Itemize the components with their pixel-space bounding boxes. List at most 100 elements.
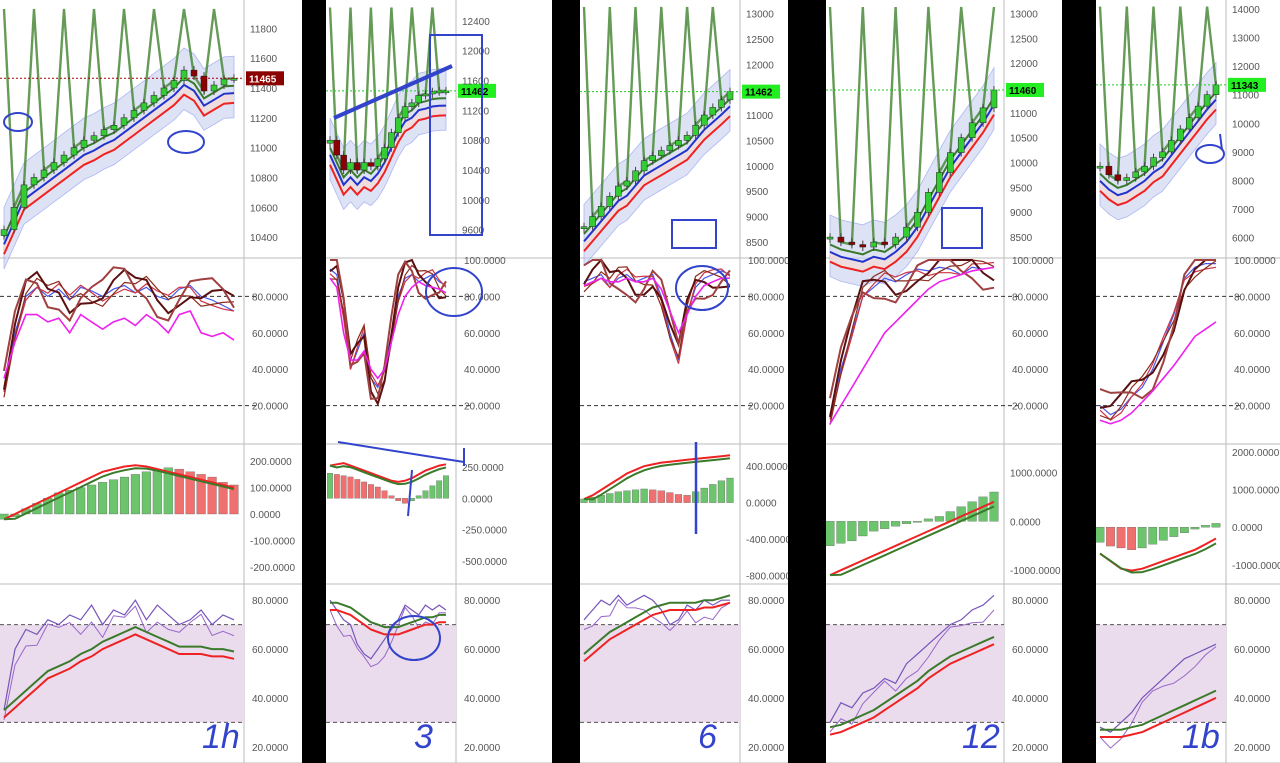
candle	[666, 145, 674, 151]
stoch-tick-label: 60.0000	[252, 329, 289, 340]
rsi-tick-label: 60.0000	[1234, 645, 1271, 656]
ema-line-green	[329, 97, 447, 180]
candle	[925, 192, 932, 213]
macd-histogram-bar	[1127, 527, 1137, 550]
candle	[360, 162, 368, 171]
macd-histogram-bar	[185, 471, 195, 515]
rsi-zone	[0, 624, 244, 723]
rsi-ma-red	[583, 601, 731, 663]
stoch-line	[3, 282, 235, 393]
macd-histogram-bar	[429, 485, 436, 499]
last-price-tag	[458, 83, 496, 98]
macd-histogram-bar	[614, 491, 622, 503]
ema-line-green	[829, 96, 995, 256]
macd-histogram-bar	[709, 484, 717, 503]
trend-zigzag	[328, 7, 447, 173]
stoch-slow-line	[829, 266, 995, 425]
trend-zigzag	[828, 6, 996, 246]
rsi-tick-label: 40.0000	[748, 694, 785, 705]
ema-line-blue	[329, 104, 447, 187]
macd-histogram-bar	[152, 468, 162, 515]
candle	[826, 236, 834, 240]
price-tick-label: 11400	[250, 84, 278, 95]
candle	[50, 162, 58, 171]
macd-histogram-bar	[196, 474, 206, 515]
macd-histogram-bar	[1106, 527, 1115, 547]
chart-panel-1h[interactable]: 11465 11800 11600 11400 11200 11000 10800 10600…	[0, 0, 302, 763]
macd-histogram-bar	[858, 521, 868, 537]
rsi-tick-label: 60.0000	[252, 645, 289, 656]
macd-tick-label: 250.0000	[462, 463, 504, 474]
candle	[1114, 174, 1122, 181]
stoch-line	[3, 268, 235, 390]
annotation-line	[337, 441, 465, 463]
candle	[415, 95, 422, 104]
price-tick-label: 11200	[250, 114, 278, 125]
price-tick-label: 11200	[462, 106, 490, 117]
price-tick-label: 12000	[462, 47, 490, 58]
price-tick-label: 10500	[746, 136, 774, 147]
timeframe-annotation: 1b	[1182, 718, 1220, 756]
macd-histogram-bar	[923, 518, 933, 522]
macd-histogram-bar	[1158, 527, 1168, 541]
macd-tick-label: -400.0000	[746, 535, 788, 546]
macd-histogram-bar	[76, 487, 86, 515]
candle	[1105, 165, 1113, 176]
candle	[892, 236, 899, 245]
candle	[1096, 165, 1104, 169]
stoch-tick-label: 100.0000	[748, 256, 788, 267]
candle	[903, 226, 910, 238]
rsi-ma-red	[1100, 696, 1217, 738]
macd-histogram-bar	[229, 484, 239, 515]
candle	[979, 107, 987, 124]
price-tick-label: 12000	[1232, 62, 1260, 73]
price-tick-label: 12500	[1010, 34, 1038, 45]
candle	[881, 241, 888, 245]
rsi-tick-label: 60.0000	[748, 645, 785, 656]
candle	[120, 117, 128, 126]
macd-tick-label: 400.0000	[746, 462, 788, 473]
macd-tick-label: 0.0000	[1232, 523, 1263, 534]
chart-svg: 11460 13000 12500 12000 11000 10500 10000 9500 9…	[826, 0, 1062, 763]
chart-panel-6[interactable]: 11462 13000 12500 12000 11000 10500 10000 9500 9…	[580, 0, 788, 763]
macd-histogram-bar	[354, 479, 361, 499]
chart-svg: 11462 12400 12000 11600 11200 10800 10400 10000…	[326, 0, 552, 763]
annotation-trendline	[333, 64, 453, 120]
chart-svg: 11343 14000 13000 12000 11000 10000 9000 8000 70…	[1096, 0, 1280, 763]
candle	[848, 241, 856, 245]
stoch-line	[1099, 259, 1216, 400]
candle	[190, 69, 198, 77]
stoch-line	[829, 259, 995, 425]
candle	[859, 244, 867, 248]
price-tick-label: 12000	[746, 60, 774, 71]
stoch-line	[829, 266, 995, 415]
stoch-tick-label: 60.0000	[748, 329, 785, 340]
candle	[60, 154, 68, 163]
price-tick-label: 8000	[1232, 176, 1255, 187]
macd-line	[829, 500, 995, 577]
chart-panel-12[interactable]: 11460 13000 12500 12000 11000 10500 10000 9500 9…	[826, 0, 1062, 763]
stoch-slow-line	[583, 277, 730, 335]
annotation-line	[407, 469, 413, 517]
macd-histogram-bar	[207, 476, 217, 515]
candle	[1123, 177, 1131, 181]
candle	[200, 75, 208, 92]
macd-histogram-bar	[381, 490, 388, 499]
ema-line-red	[1099, 108, 1217, 207]
candle	[326, 139, 334, 144]
candle	[615, 185, 622, 197]
candle	[1159, 151, 1166, 158]
stoch-tick-label: 40.0000	[464, 365, 501, 376]
price-tick-label: 10000	[1232, 119, 1260, 130]
stoch-tick-label: 80.0000	[1012, 292, 1049, 303]
stoch-tick-label: 100.0000	[1012, 256, 1054, 267]
candle	[692, 124, 699, 136]
price-tick-label: 12400	[462, 17, 490, 28]
timeframe-annotation: 6	[698, 718, 717, 756]
chart-panel-1b[interactable]: 11343 14000 13000 12000 11000 10000 9000 8000 70…	[1096, 0, 1280, 763]
chart-panel-3[interactable]: 11462 12400 12000 11600 11200 10800 10400 10000…	[326, 0, 552, 763]
candle	[140, 102, 148, 111]
macd-tick-label: 0.0000	[250, 510, 281, 521]
macd-signal-line	[329, 464, 447, 486]
last-price-tag	[1228, 77, 1266, 92]
